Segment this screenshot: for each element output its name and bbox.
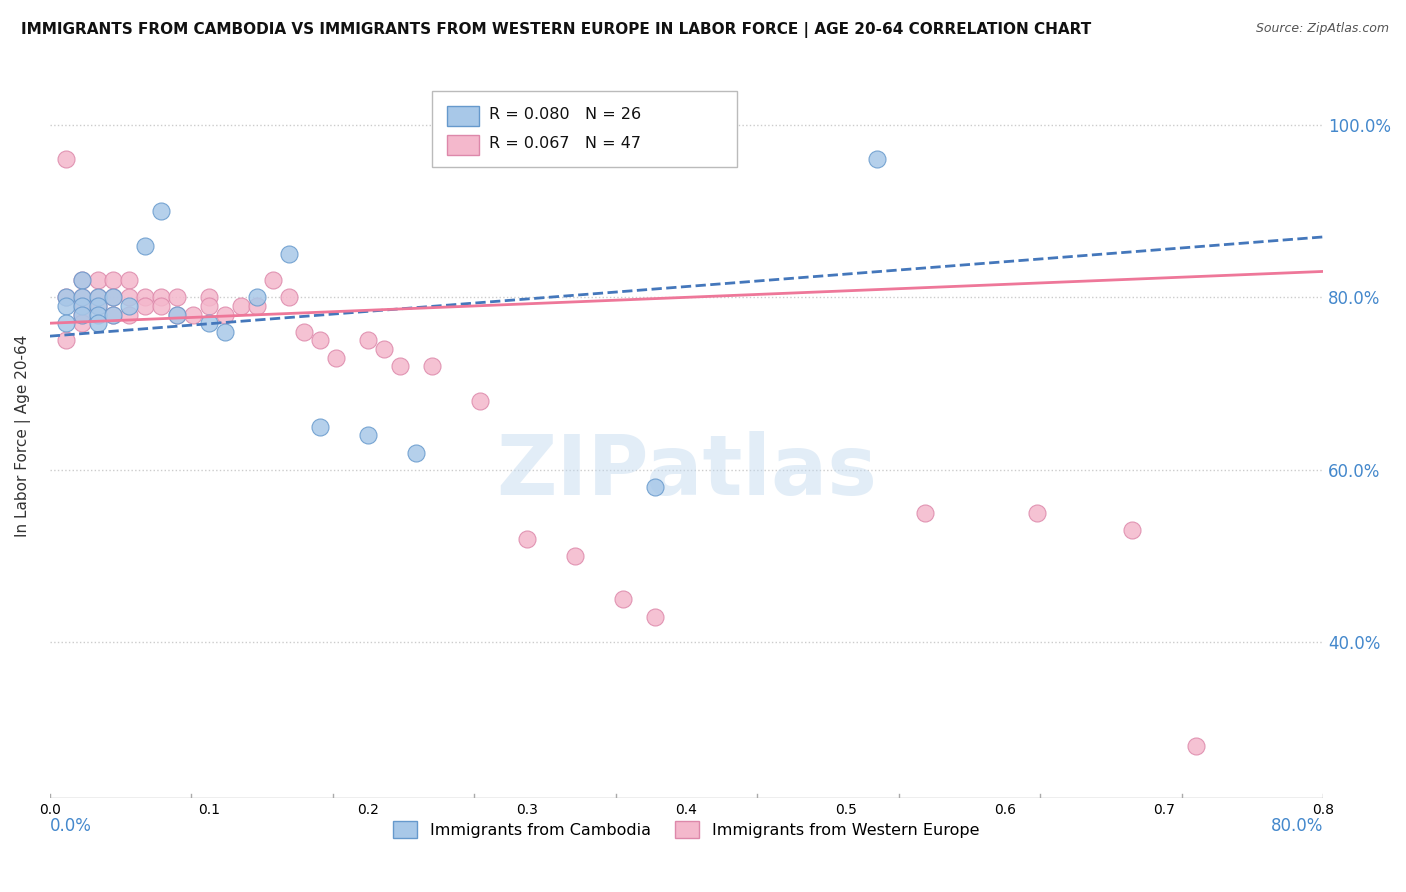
Point (70, 308, 93, 322)
Point (516, 532, 538, 546)
Point (55, 153, 77, 167)
Text: Source: ZipAtlas.com: Source: ZipAtlas.com (1256, 22, 1389, 36)
Point (70, 308, 93, 322)
Text: ZIPatlas: ZIPatlas (496, 431, 877, 512)
Point (150, 290, 173, 304)
Point (70, 273, 93, 287)
Point (103, 308, 125, 322)
Point (166, 308, 188, 322)
Point (229, 299, 252, 313)
Point (134, 299, 156, 313)
Point (86, 299, 108, 313)
Point (1121, 524, 1143, 538)
Point (309, 334, 332, 348)
Point (277, 247, 299, 261)
Point (198, 290, 221, 304)
Point (55, 299, 77, 313)
Text: R = 0.080   N = 26: R = 0.080 N = 26 (489, 107, 641, 122)
Point (70, 273, 93, 287)
Point (55, 290, 77, 304)
Point (86, 290, 108, 304)
Point (262, 273, 284, 287)
Point (86, 308, 108, 322)
Bar (447, 135, 479, 155)
Point (405, 445, 427, 459)
Point (70, 299, 93, 313)
Point (214, 308, 236, 322)
Point (118, 299, 141, 313)
Point (70, 290, 93, 304)
Text: R = 0.067   N = 47: R = 0.067 N = 47 (489, 136, 641, 151)
FancyBboxPatch shape (432, 91, 737, 167)
Point (309, 419, 332, 434)
Point (166, 308, 188, 322)
Point (134, 238, 156, 252)
Text: 0.0%: 0.0% (49, 817, 91, 835)
Point (55, 290, 77, 304)
Point (150, 299, 173, 313)
Point (103, 290, 125, 304)
Point (420, 359, 443, 374)
Point (325, 351, 347, 365)
Point (86, 316, 108, 330)
Legend: Immigrants from Cambodia, Immigrants from Western Europe: Immigrants from Cambodia, Immigrants fro… (387, 814, 986, 844)
Point (118, 273, 141, 287)
Point (294, 325, 316, 339)
Point (468, 393, 491, 408)
Point (86, 273, 108, 287)
Point (134, 290, 156, 304)
Point (103, 273, 125, 287)
Point (103, 290, 125, 304)
Point (1184, 739, 1206, 753)
Point (373, 342, 395, 356)
Point (914, 506, 936, 520)
Point (198, 316, 221, 330)
Point (55, 316, 77, 330)
Text: 80.0%: 80.0% (1271, 817, 1323, 835)
Point (564, 549, 586, 564)
Point (866, 153, 889, 167)
Point (1025, 506, 1047, 520)
Point (198, 299, 221, 313)
Point (118, 290, 141, 304)
Text: IMMIGRANTS FROM CAMBODIA VS IMMIGRANTS FROM WESTERN EUROPE IN LABOR FORCE | AGE : IMMIGRANTS FROM CAMBODIA VS IMMIGRANTS F… (21, 22, 1091, 38)
Point (612, 592, 634, 607)
Point (86, 299, 108, 313)
Point (214, 325, 236, 339)
Point (357, 334, 380, 348)
Point (246, 290, 269, 304)
Point (166, 290, 188, 304)
Point (70, 299, 93, 313)
Point (181, 308, 204, 322)
Point (103, 308, 125, 322)
Point (246, 299, 269, 313)
Point (277, 290, 299, 304)
Bar (447, 105, 479, 126)
Point (70, 316, 93, 330)
Point (644, 609, 666, 624)
Point (118, 308, 141, 322)
Point (150, 204, 173, 219)
Point (55, 334, 77, 348)
Point (70, 290, 93, 304)
Y-axis label: In Labor Force | Age 20-64: In Labor Force | Age 20-64 (15, 334, 31, 537)
Point (357, 428, 380, 442)
Point (388, 359, 411, 374)
Point (644, 480, 666, 494)
Point (86, 290, 108, 304)
